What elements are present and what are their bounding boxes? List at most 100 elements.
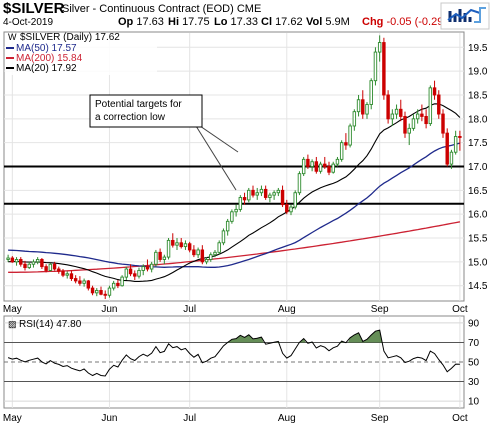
candle-body — [432, 87, 437, 96]
x-tick-label: Sep — [371, 304, 389, 315]
low-value: Lo 17.33 — [214, 16, 259, 28]
candle-body — [373, 51, 378, 82]
x-tick-label: May — [3, 304, 22, 315]
candle-body — [449, 151, 454, 165]
x-tick-label: Jul — [183, 304, 196, 315]
candle-body — [230, 211, 234, 222]
candle-body — [348, 125, 352, 146]
y-tick-label: 15.5 — [468, 234, 488, 245]
candle-body — [116, 282, 120, 287]
candle-body — [141, 266, 145, 271]
rsi-x-tick-label: Sep — [371, 413, 389, 424]
y-tick-label: 17.5 — [468, 138, 488, 149]
candle-body — [238, 197, 243, 210]
candle-body — [390, 113, 395, 120]
candle-body — [154, 251, 158, 265]
candle-body — [103, 293, 107, 296]
candle-body — [458, 136, 462, 138]
candle-body — [90, 287, 95, 294]
y-tick-label: 16.0 — [468, 210, 488, 221]
candle-body — [145, 266, 150, 270]
y-tick-label: 16.5 — [468, 186, 488, 197]
candle-body — [48, 263, 53, 271]
x-tick-label: Aug — [278, 304, 296, 315]
candle-body — [179, 242, 183, 248]
candle-body — [196, 249, 200, 256]
ma20-line — [8, 103, 461, 282]
candle-body — [339, 142, 344, 160]
candle-body — [280, 189, 285, 206]
candle-body — [251, 189, 255, 196]
candle-body — [27, 263, 31, 269]
y-tick-label: 14.5 — [468, 281, 488, 292]
candle-body — [200, 249, 205, 263]
candle-body — [234, 208, 238, 213]
main-y-tick-labels: 19.5 19.0 18.5 18.0 17.5 17.0 16.5 16.0 15.5 15.0… — [468, 43, 488, 292]
candle-body — [82, 280, 86, 284]
y-tick-label: 19.5 — [468, 43, 488, 54]
candle-body — [285, 204, 289, 213]
candle-body — [407, 127, 411, 134]
annotation-arrow-lower — [195, 125, 237, 191]
candle-body — [225, 220, 230, 232]
candle-body — [268, 194, 272, 198]
legend-ma200: MA(200) 15.84 — [16, 53, 83, 64]
candle-body — [35, 259, 40, 263]
candle-body — [344, 142, 348, 146]
candle-body — [314, 161, 319, 172]
candle-body — [428, 87, 433, 125]
change-value: Chg -0.05 (-0.29%) — [362, 16, 457, 28]
candle-body — [166, 239, 171, 258]
candle-body — [365, 104, 369, 115]
candle-body — [369, 80, 373, 105]
candle-body — [10, 257, 15, 263]
candle-body — [356, 99, 361, 113]
candle-body — [276, 189, 281, 194]
candle-body — [73, 278, 78, 282]
candle-body — [187, 243, 192, 251]
candle-body — [411, 118, 416, 129]
candle-body — [120, 276, 124, 287]
candlesticks — [6, 35, 462, 300]
candle-body — [204, 259, 209, 263]
candle-body — [289, 206, 293, 213]
candle-body — [175, 242, 179, 246]
candle-body — [158, 251, 162, 260]
y-tick-label: 18.5 — [468, 90, 488, 101]
candle-body — [183, 243, 188, 248]
candle-body — [6, 257, 10, 260]
ma200-line — [8, 221, 461, 273]
main-x-labels: May Jun Jul Aug Sep Oct — [3, 304, 468, 315]
candle-body — [192, 249, 196, 256]
y-tick-label: 17.0 — [468, 162, 488, 173]
candle-body — [382, 42, 386, 96]
candle-body — [78, 280, 82, 284]
candle-body — [310, 161, 314, 167]
rsi-x-tick-label: Jun — [101, 413, 117, 424]
annotation-text-line2: a correction low — [95, 112, 166, 123]
candle-body — [107, 287, 112, 296]
legend-main: $SILVER (Daily) 17.62 — [20, 32, 120, 43]
candle-body — [420, 113, 424, 117]
candle-body — [386, 94, 390, 120]
rsi-tick-label: 30 — [468, 377, 480, 388]
candle-body — [331, 163, 335, 173]
candle-body — [209, 254, 213, 260]
rsi-tick-label: 10 — [468, 397, 480, 408]
annotation-box — [89, 94, 203, 128]
candle-body — [213, 251, 217, 256]
y-tick-label: 18.0 — [468, 114, 488, 125]
candle-body — [415, 113, 420, 120]
candle-body — [272, 192, 276, 196]
candle-body — [445, 132, 449, 165]
candle-body — [318, 163, 323, 172]
candle-body — [394, 108, 399, 115]
candle-body — [14, 259, 19, 263]
candle-body — [221, 230, 226, 244]
annotation-callout: Potential targets for a correction low — [89, 94, 239, 191]
candle-body — [259, 188, 264, 194]
candle-body — [99, 290, 103, 295]
candle-body — [247, 189, 251, 201]
candle-body — [352, 111, 357, 127]
candle-body — [124, 268, 129, 278]
